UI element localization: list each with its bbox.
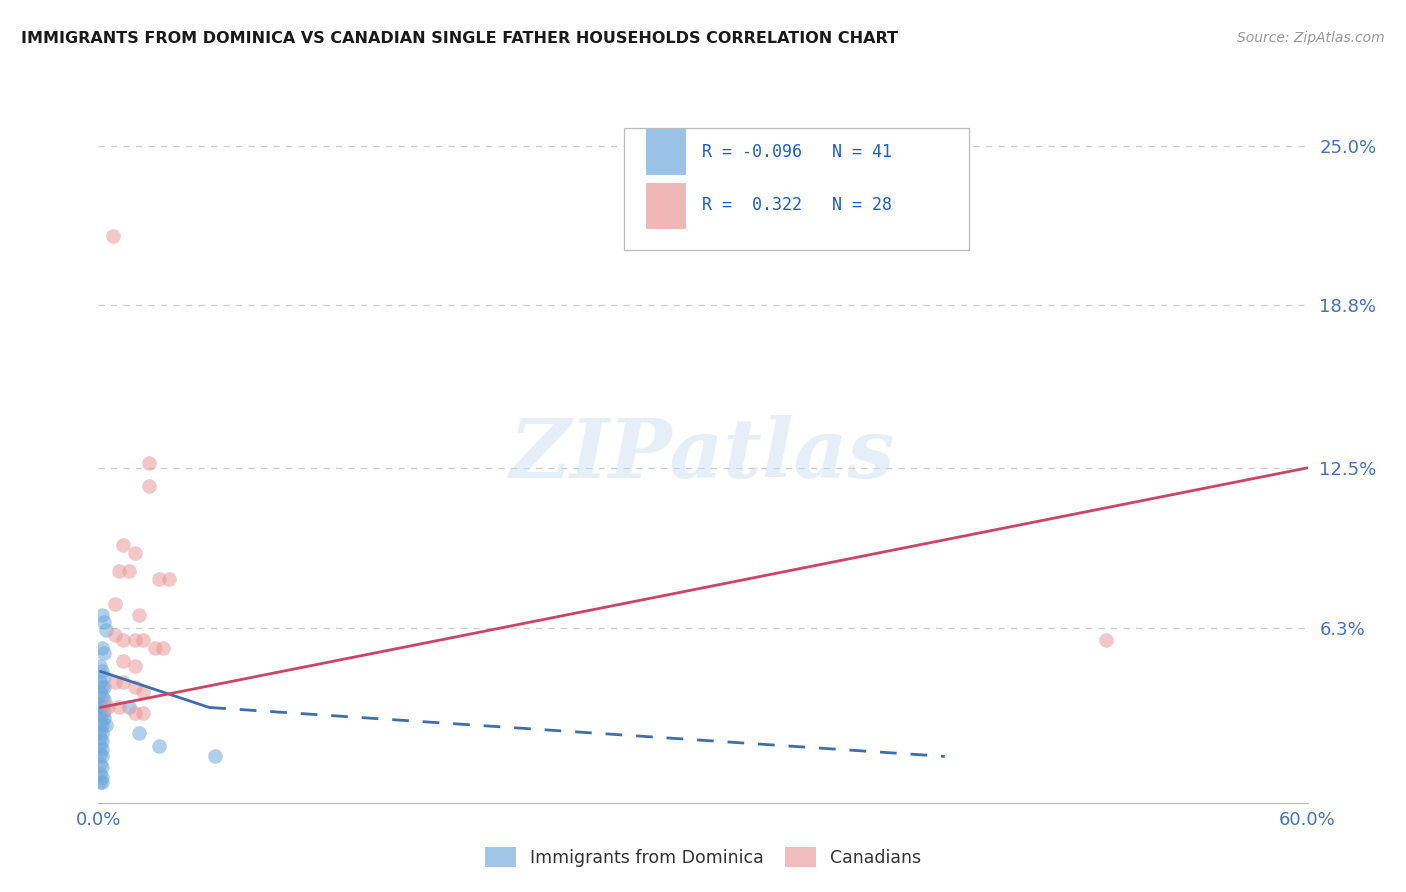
- Point: [124, 706, 146, 720]
- Point: [93, 646, 115, 660]
- Point: [91, 718, 114, 732]
- Point: [204, 749, 226, 764]
- Point: [1095, 633, 1118, 648]
- Point: [89, 715, 111, 730]
- Point: [89, 767, 111, 781]
- Point: [103, 674, 125, 689]
- Text: ZIPatlas: ZIPatlas: [510, 415, 896, 495]
- Point: [89, 685, 111, 699]
- Point: [157, 572, 180, 586]
- Point: [93, 703, 115, 717]
- Point: [91, 734, 114, 748]
- Bar: [647, 129, 685, 174]
- Point: [138, 479, 160, 493]
- Point: [89, 775, 111, 789]
- Point: [91, 749, 114, 764]
- Point: [93, 669, 115, 683]
- Point: [91, 641, 114, 656]
- Point: [118, 564, 141, 578]
- Point: [91, 726, 114, 740]
- Point: [91, 760, 114, 774]
- Text: R =  0.322   N = 28: R = 0.322 N = 28: [702, 196, 891, 214]
- Point: [91, 741, 114, 756]
- Point: [128, 607, 150, 622]
- Point: [143, 641, 166, 656]
- Point: [128, 726, 150, 740]
- Point: [148, 739, 170, 753]
- Point: [91, 770, 114, 784]
- Point: [91, 665, 114, 679]
- Point: [103, 598, 125, 612]
- Point: [89, 747, 111, 761]
- Point: [103, 628, 125, 642]
- Point: [93, 692, 115, 706]
- Point: [124, 659, 146, 673]
- Text: R = -0.096   N = 41: R = -0.096 N = 41: [702, 143, 891, 161]
- Point: [111, 674, 134, 689]
- Bar: [647, 183, 685, 227]
- Point: [91, 607, 114, 622]
- Point: [91, 700, 114, 714]
- Legend: Immigrants from Dominica, Canadians: Immigrants from Dominica, Canadians: [478, 840, 928, 874]
- Point: [93, 711, 115, 725]
- Point: [132, 706, 155, 720]
- Point: [91, 680, 114, 694]
- Text: IMMIGRANTS FROM DOMINICA VS CANADIAN SINGLE FATHER HOUSEHOLDS CORRELATION CHART: IMMIGRANTS FROM DOMINICA VS CANADIAN SIN…: [21, 31, 898, 46]
- Point: [89, 739, 111, 753]
- Point: [118, 700, 141, 714]
- Text: Source: ZipAtlas.com: Source: ZipAtlas.com: [1237, 31, 1385, 45]
- Point: [124, 633, 146, 648]
- Point: [111, 538, 134, 552]
- Point: [89, 757, 111, 772]
- Point: [93, 680, 115, 694]
- Point: [91, 708, 114, 723]
- Point: [91, 690, 114, 705]
- Point: [89, 659, 111, 673]
- Point: [91, 775, 114, 789]
- Point: [93, 615, 115, 630]
- Point: [111, 654, 134, 668]
- Point: [107, 564, 129, 578]
- Point: [89, 723, 111, 738]
- Point: [124, 546, 146, 560]
- Point: [111, 633, 134, 648]
- Point: [89, 706, 111, 720]
- Point: [96, 718, 118, 732]
- Point: [132, 633, 155, 648]
- Point: [107, 700, 129, 714]
- Point: [97, 700, 120, 714]
- Point: [138, 456, 160, 470]
- Point: [148, 572, 170, 586]
- FancyBboxPatch shape: [624, 128, 969, 250]
- Point: [132, 685, 155, 699]
- Point: [96, 623, 118, 637]
- Point: [124, 680, 146, 694]
- Point: [101, 228, 124, 243]
- Point: [89, 698, 111, 712]
- Point: [152, 641, 174, 656]
- Point: [89, 674, 111, 689]
- Point: [89, 731, 111, 746]
